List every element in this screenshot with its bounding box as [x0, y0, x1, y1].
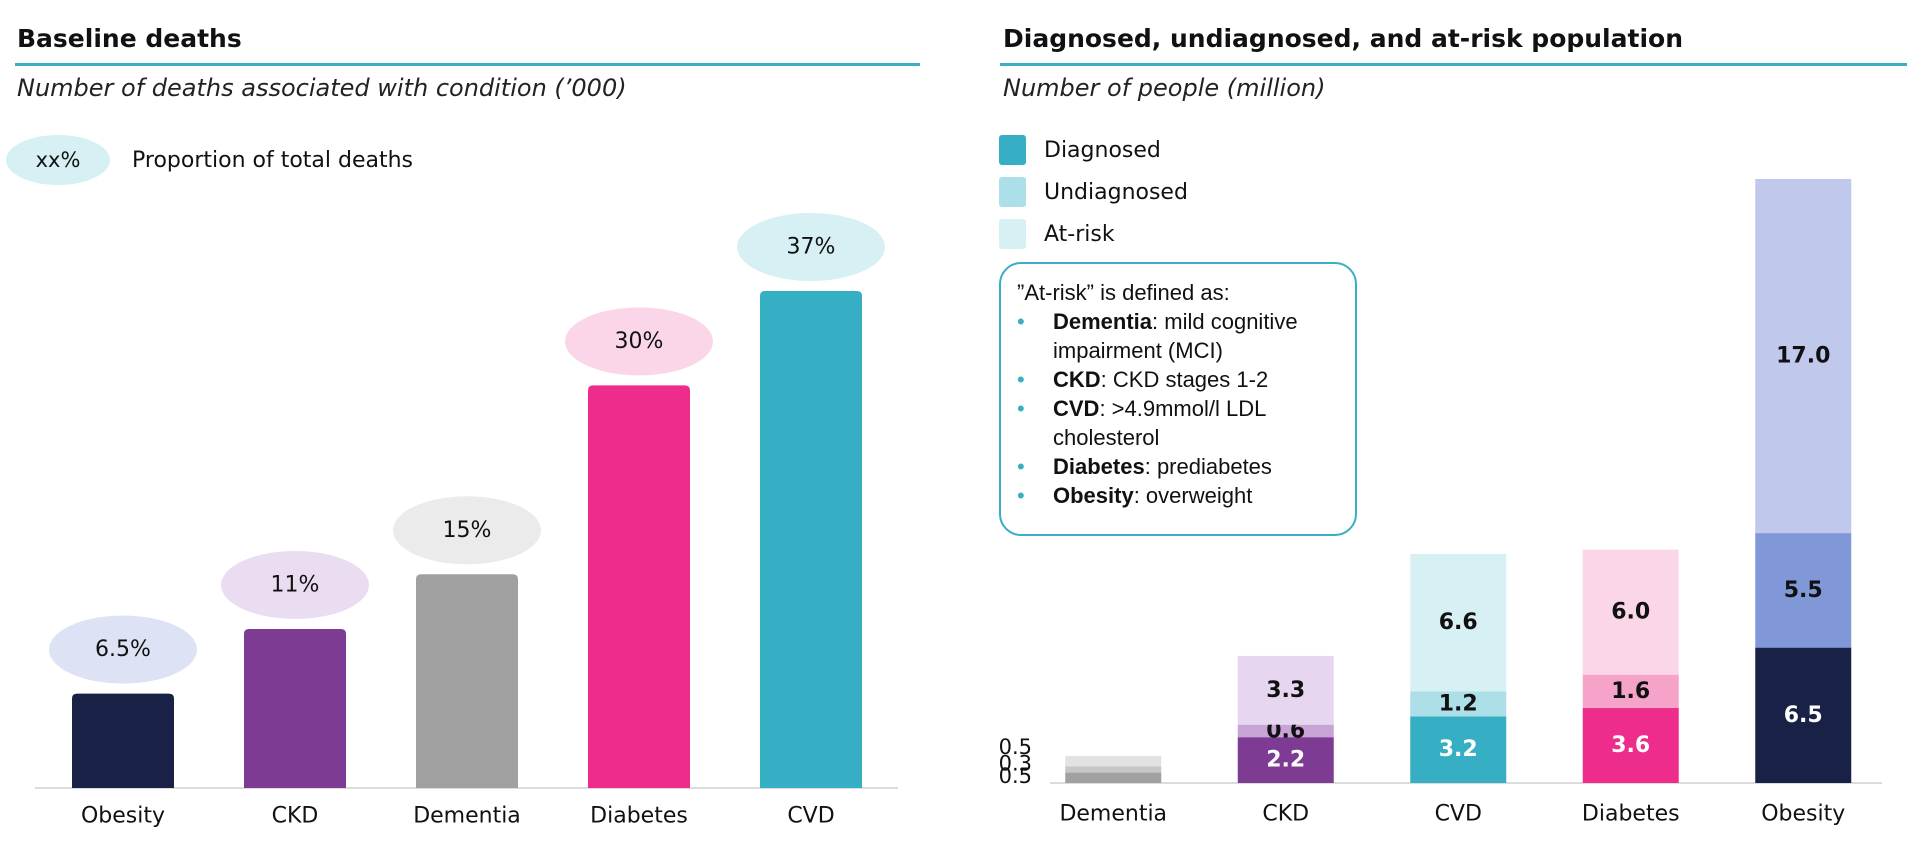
- share-legend: xx% Proportion of total deaths: [6, 135, 413, 185]
- legend-label-at-risk: At-risk: [1044, 221, 1115, 247]
- stacked-segment: [1237, 737, 1334, 783]
- x-tick-label: CKD: [272, 804, 319, 829]
- segment-value-label: 5.5: [1784, 578, 1823, 603]
- left-title-rule: [15, 63, 920, 66]
- x-tick-label: Diabetes: [590, 804, 688, 829]
- left-panel-subtitle: Number of deaths associated with conditi…: [17, 74, 627, 102]
- share-badge: [393, 496, 541, 565]
- x-tick-label: Obesity: [1761, 802, 1845, 827]
- callout-text: : >4.9mmol/l LDL cholesterol: [1053, 396, 1266, 450]
- legend-swatch-diagnosed: [999, 135, 1026, 165]
- share-label: 30%: [615, 329, 664, 354]
- segment-value-label: 0.5: [999, 764, 1032, 788]
- legend-swatch-undiagnosed: [999, 177, 1026, 207]
- bar: [760, 291, 862, 788]
- legend-label-diagnosed: Diagnosed: [1044, 137, 1161, 163]
- legend-label-undiagnosed: Undiagnosed: [1044, 179, 1188, 205]
- segment-value-label: 6.5: [1784, 703, 1823, 728]
- bar: [244, 628, 346, 788]
- callout-text: : mild cognitive impairment (MCI): [1053, 309, 1298, 363]
- bullet-icon: •: [1017, 483, 1025, 508]
- stacked-segment: [1755, 179, 1852, 534]
- left-panel-title: Baseline deaths: [17, 24, 242, 53]
- segment-value-label: 0.5: [999, 735, 1032, 759]
- bar: [416, 574, 518, 788]
- bullet-icon: •: [1017, 454, 1025, 479]
- stacked-segment: [1237, 724, 1334, 738]
- right-panel-subtitle: Number of people (million): [1003, 74, 1326, 102]
- stacked-segment: [1065, 772, 1162, 783]
- stacked-segment: [1755, 647, 1852, 783]
- callout-term: Dementia: [1053, 309, 1153, 334]
- callout-item-dementia: • Dementia: mild cognitive impairment (MC…: [1017, 307, 1345, 365]
- callout-text: : overweight: [1133, 483, 1253, 508]
- callout-text: : prediabetes: [1144, 454, 1272, 479]
- bar: [72, 693, 174, 788]
- callout-item-ckd: • CKD: CKD stages 1-2: [1017, 365, 1345, 394]
- share-badge: [737, 213, 885, 281]
- right-title-rule: [1000, 63, 1907, 66]
- segment-value-label: 3.2: [1439, 737, 1478, 762]
- stacked-segment: [1755, 533, 1852, 648]
- callout-item-obesity: • Obesity: overweight: [1017, 481, 1345, 510]
- stacked-segment: [1582, 549, 1679, 675]
- x-tick-label: Obesity: [81, 804, 165, 829]
- callout-term: Obesity: [1053, 483, 1134, 508]
- segment-value-label: 6.0: [1611, 600, 1650, 625]
- segment-value-label: 6.6: [1439, 610, 1478, 635]
- segment-value-label: 3.3: [1266, 678, 1305, 703]
- x-tick-label: CVD: [1435, 802, 1482, 827]
- stacked-segment: [1065, 766, 1162, 773]
- at-risk-definition-callout: ”At-risk” is defined as: • Dementia: mild…: [999, 262, 1357, 536]
- callout-item-cvd: • CVD: >4.9mmol/l LDL cholesterol: [1017, 394, 1345, 452]
- callout-heading: ”At-risk” is defined as:: [1017, 280, 1230, 305]
- segment-value-label: 3.6: [1611, 733, 1650, 758]
- share-legend-label: Proportion of total deaths: [132, 147, 414, 173]
- segment-value-label: 17.0: [1776, 344, 1830, 369]
- bullet-icon: •: [1017, 396, 1025, 421]
- stacked-segment: [1582, 708, 1679, 783]
- legend-swatch-at-risk: [999, 219, 1026, 249]
- right-panel-title: Diagnosed, undiagnosed, and at-risk popu…: [1003, 24, 1683, 53]
- legend-item-diagnosed: Diagnosed: [999, 135, 1161, 165]
- legend-item-at-risk: At-risk: [999, 219, 1115, 249]
- callout-list: • Dementia: mild cognitive impairment (MC…: [1017, 307, 1345, 510]
- bullet-icon: •: [1017, 367, 1025, 392]
- share-badge: [221, 550, 369, 619]
- callout-term: CKD: [1053, 367, 1101, 392]
- callout-text: : CKD stages 1-2: [1100, 367, 1269, 392]
- bullet-icon: •: [1017, 309, 1025, 334]
- segment-value-label: 1.2: [1439, 691, 1478, 716]
- callout-item-diabetes: • Diabetes: prediabetes: [1017, 452, 1345, 481]
- stacked-segment: [1410, 691, 1507, 717]
- x-tick-label: Diabetes: [1582, 802, 1680, 827]
- share-legend-badge: xx%: [6, 135, 110, 185]
- stacked-segment: [1237, 655, 1334, 725]
- x-tick-label: Dementia: [1059, 802, 1167, 827]
- bar: [588, 385, 690, 788]
- share-badge: [49, 615, 197, 684]
- share-label: 11%: [271, 572, 320, 597]
- segment-value-label: 0.3: [999, 751, 1032, 775]
- callout-term: Diabetes: [1053, 454, 1145, 479]
- share-badge: [565, 307, 713, 376]
- segment-value-label: 1.6: [1611, 679, 1650, 704]
- callout-term: CVD: [1053, 396, 1100, 421]
- stacked-segment: [1582, 674, 1679, 709]
- share-label: 15%: [443, 518, 492, 543]
- x-tick-label: CVD: [787, 804, 834, 829]
- legend-item-undiagnosed: Undiagnosed: [999, 177, 1188, 207]
- stacked-segment: [1410, 716, 1507, 783]
- stacked-segment: [1410, 553, 1507, 692]
- segment-value-label: 2.2: [1266, 748, 1305, 773]
- share-label: 37%: [787, 235, 836, 260]
- stacked-segment: [1065, 755, 1162, 767]
- x-tick-label: CKD: [1262, 802, 1309, 827]
- x-tick-label: Dementia: [413, 804, 521, 829]
- share-label: 6.5%: [95, 637, 151, 662]
